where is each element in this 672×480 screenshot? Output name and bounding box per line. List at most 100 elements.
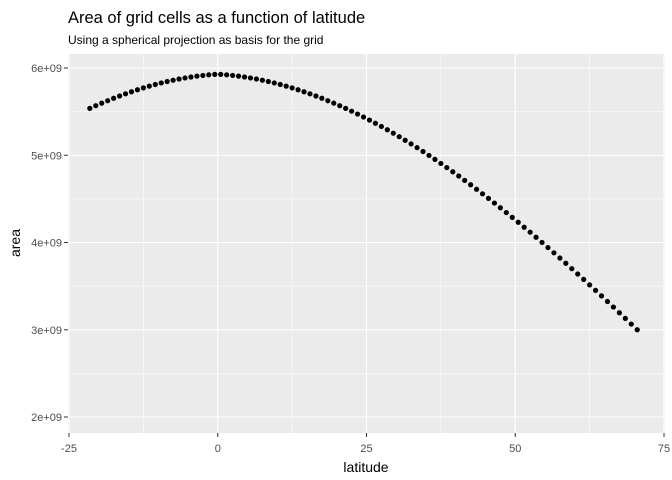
data-point [616, 310, 622, 316]
data-point [313, 93, 319, 99]
x-tick-label: 50 [509, 443, 521, 455]
data-point [610, 304, 617, 310]
data-point [152, 81, 158, 88]
data-point [485, 195, 492, 201]
data-point [87, 105, 93, 111]
data-point [456, 173, 462, 179]
data-point [128, 89, 135, 95]
data-point [230, 72, 236, 79]
data-point [581, 276, 587, 283]
x-tick-label: 25 [360, 443, 372, 455]
data-point [390, 130, 396, 136]
data-point [479, 191, 486, 197]
data-point [277, 81, 283, 88]
data-point [146, 83, 152, 89]
data-point [634, 327, 640, 333]
data-point [93, 103, 99, 109]
data-point [587, 282, 593, 288]
data-point [212, 71, 218, 77]
data-point [343, 105, 349, 111]
data-point [545, 244, 551, 251]
data-point [122, 91, 129, 97]
data-point [372, 120, 379, 126]
data-point [188, 74, 194, 80]
data-point [414, 145, 420, 151]
data-point [432, 156, 438, 162]
data-point [598, 293, 605, 299]
data-point [408, 141, 414, 147]
data-point [116, 93, 123, 99]
data-point [360, 114, 367, 120]
x-tick-label: 75 [658, 443, 670, 455]
y-tick-label: 5e+09 [31, 150, 62, 162]
data-point [563, 260, 569, 266]
y-tick-label: 6e+09 [31, 63, 62, 75]
data-point [438, 160, 444, 167]
data-point [325, 98, 331, 104]
data-point [218, 71, 224, 77]
data-point [200, 72, 206, 79]
data-point [491, 200, 498, 206]
x-tick-label: 0 [215, 443, 221, 455]
data-point [224, 72, 230, 78]
data-point [259, 77, 265, 83]
data-point [527, 229, 533, 235]
data-point [265, 78, 271, 85]
y-axis-title: area [7, 229, 23, 257]
x-axis-title: latitude [343, 459, 388, 475]
data-point [396, 134, 402, 140]
data-point [99, 100, 105, 106]
data-point [444, 164, 450, 171]
data-point [206, 72, 212, 78]
data-point [468, 182, 474, 188]
data-points [87, 71, 640, 333]
data-point [307, 91, 313, 97]
data-point [551, 250, 557, 256]
data-point [473, 186, 480, 192]
data-point [176, 76, 182, 82]
x-tick-label: -25 [61, 443, 77, 455]
data-point [194, 73, 200, 79]
data-point [158, 80, 164, 86]
y-tick-label: 2e+09 [31, 412, 62, 424]
data-point [331, 100, 337, 106]
data-point [384, 127, 390, 133]
data-point [253, 76, 260, 82]
data-point [170, 77, 176, 83]
data-point [420, 148, 426, 155]
data-point [539, 239, 545, 246]
data-point [497, 205, 503, 211]
x-axis: -25 0 25 50 75 [61, 433, 670, 455]
data-point [111, 95, 117, 101]
data-point [366, 117, 373, 123]
data-point [337, 103, 343, 109]
data-point [289, 85, 295, 91]
data-point [354, 111, 361, 117]
data-point [247, 75, 254, 81]
data-point [295, 87, 301, 93]
data-point [622, 315, 628, 322]
data-point [182, 75, 188, 81]
data-point [378, 123, 384, 130]
y-tick-label: 3e+09 [31, 325, 62, 337]
data-point [426, 152, 432, 159]
chart-title: Area of grid cells as a function of lati… [68, 9, 365, 27]
data-point [569, 266, 575, 272]
data-point [462, 177, 468, 183]
data-point [319, 95, 325, 101]
data-point [628, 321, 634, 327]
data-point [515, 219, 521, 225]
data-point [271, 80, 277, 86]
data-point [503, 209, 509, 216]
data-point [235, 73, 242, 79]
data-point [557, 255, 563, 261]
data-point [301, 89, 307, 95]
y-tick-label: 4e+09 [31, 238, 62, 250]
y-axis: 2e+09 3e+09 4e+09 5e+09 6e+09 [31, 63, 68, 424]
data-point [241, 74, 248, 80]
data-point [283, 83, 289, 89]
data-point [140, 85, 146, 91]
data-point [402, 137, 408, 143]
data-point [450, 169, 456, 175]
